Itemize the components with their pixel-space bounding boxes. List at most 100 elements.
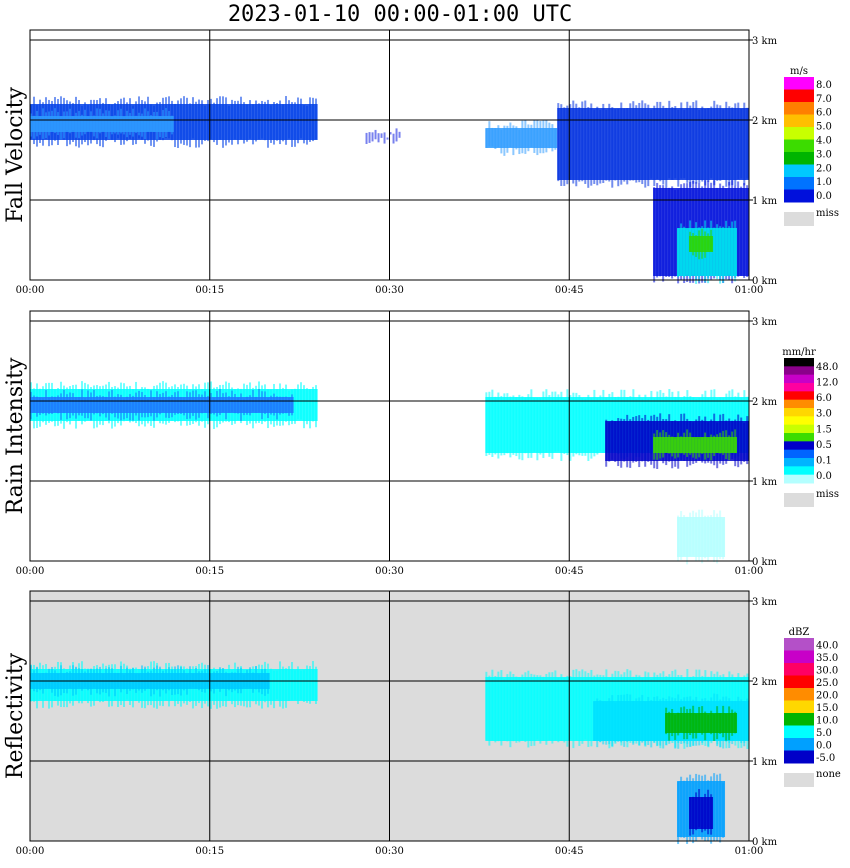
legend-missing-label: none [816, 769, 841, 780]
echo-column [294, 670, 296, 700]
echo-column [608, 698, 611, 745]
echo-column [695, 792, 698, 831]
echo-column [692, 233, 695, 256]
echo-column [243, 102, 245, 144]
echo-column [201, 394, 203, 414]
echo-column [90, 668, 92, 695]
echo-column [584, 671, 587, 740]
echo-column [303, 105, 305, 144]
y-tick-label: 3 km [752, 597, 778, 608]
echo-column [255, 100, 257, 142]
echo-column [722, 430, 725, 455]
legend-swatch [784, 449, 814, 459]
echo-column [48, 670, 50, 709]
echo-column [195, 101, 197, 148]
y-tick-label: 2 km [752, 677, 778, 688]
legend-swatch [784, 688, 814, 701]
echo-column [39, 397, 41, 415]
echo-column [668, 434, 671, 454]
echo-column [306, 105, 308, 145]
echo-column [33, 115, 35, 139]
echo-column [276, 396, 278, 420]
echo-column [746, 416, 749, 465]
echo-column [710, 515, 713, 556]
echo-column [129, 113, 131, 135]
echo-column [587, 107, 590, 188]
echo-column [494, 127, 497, 149]
echo-column [45, 672, 47, 688]
echo-column [677, 432, 680, 458]
legend-swatch [784, 424, 814, 434]
echo-column [698, 706, 701, 733]
echo-column [596, 698, 599, 748]
x-tick-label: 00:45 [555, 566, 584, 577]
echo-column [168, 396, 170, 419]
echo-column [743, 701, 746, 747]
echo-column [692, 796, 695, 835]
echo-column [512, 673, 515, 742]
echo-column [156, 111, 158, 140]
echo-column [554, 391, 557, 452]
y-axis-title: Reflectivity [3, 652, 28, 779]
echo-column [554, 128, 557, 150]
echo-column [246, 396, 248, 415]
legend-swatch [784, 466, 814, 476]
x-tick-label: 00:15 [195, 285, 224, 296]
x-tick-label: 00:00 [16, 566, 45, 577]
echo-column [123, 674, 125, 690]
echo-column [557, 394, 560, 452]
echo-column [710, 434, 713, 461]
legend-unit: dBZ [789, 627, 810, 638]
echo-column [108, 110, 110, 139]
echo-column [728, 226, 731, 275]
echo-column [216, 670, 218, 709]
echo-column [497, 671, 500, 742]
echo-column [237, 100, 239, 145]
echo-column [686, 516, 689, 565]
echo-column [297, 384, 299, 420]
echo-column [57, 112, 59, 135]
echo-column [599, 109, 602, 184]
echo-column [515, 397, 518, 457]
echo-column [518, 394, 521, 460]
echo-column [485, 392, 488, 457]
echo-column [282, 396, 284, 414]
y-tick-label: 0 km [752, 557, 778, 568]
echo-column [677, 109, 680, 187]
legend-missing-label: miss [816, 208, 839, 219]
x-tick-label: 00:00 [16, 285, 45, 296]
echo-column [644, 701, 647, 746]
echo-column [294, 388, 296, 424]
echo-column [368, 132, 371, 143]
echo-column [383, 132, 386, 144]
legend-swatch [784, 127, 814, 140]
echo-column [282, 104, 284, 142]
echo-column [626, 108, 629, 185]
echo-column [33, 395, 35, 413]
echo-column [102, 396, 104, 415]
echo-column [114, 672, 116, 697]
plot-frame [29, 29, 750, 281]
echo-column [647, 104, 650, 187]
echo-column [78, 668, 80, 688]
echo-column [533, 397, 536, 452]
echo-column [629, 103, 632, 181]
echo-column [237, 397, 239, 414]
echo-column [641, 694, 644, 743]
echo-column [686, 429, 689, 457]
echo-column [569, 676, 572, 740]
legend-swatch [784, 650, 814, 664]
echo-column [117, 673, 119, 688]
echo-column [249, 395, 251, 416]
legend-missing-swatch [784, 773, 814, 787]
echo-column [135, 674, 137, 693]
legend-label: 0.1 [816, 456, 832, 467]
echo-column [108, 391, 110, 421]
y-tick-label: 1 km [752, 757, 778, 768]
legend-label: 10.0 [816, 715, 838, 726]
echo-column [303, 670, 305, 702]
echo-column [500, 129, 503, 154]
echo-column [644, 103, 647, 188]
legend-swatch [784, 391, 814, 401]
echo-column [162, 109, 164, 139]
